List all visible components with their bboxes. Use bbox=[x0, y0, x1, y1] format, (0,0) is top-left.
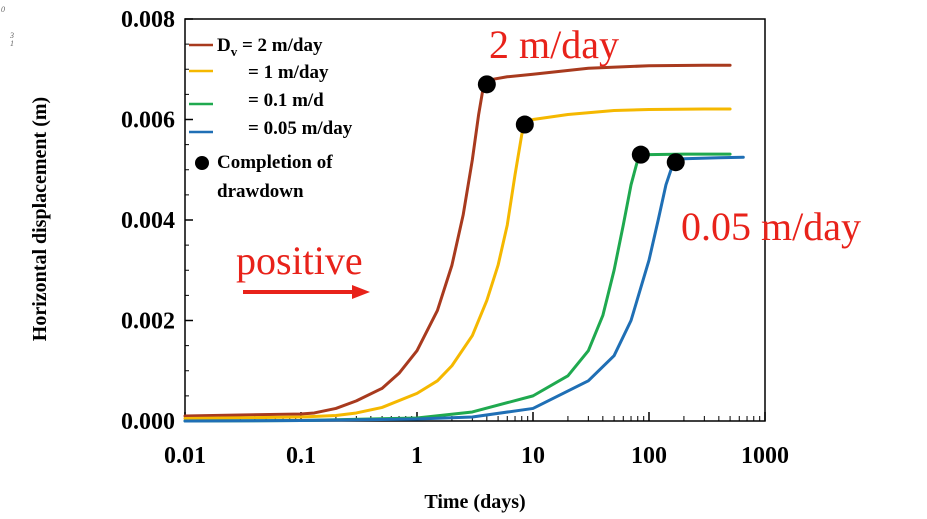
y-tick-label: 0.000 bbox=[121, 409, 175, 435]
y-tick-label: 0.006 bbox=[121, 108, 175, 134]
legend-marker-completion bbox=[195, 156, 209, 170]
legend-label-series-2: = 1 m/day bbox=[248, 62, 329, 83]
legend: Dv = 2 m/day = 1 m/day = 0.1 m/d = 0.05 … bbox=[189, 35, 353, 202]
legend-label-series-3: = 0.1 m/d bbox=[248, 90, 324, 111]
corner-mark-3: 1 bbox=[10, 39, 14, 48]
completion-markers bbox=[477, 75, 685, 172]
completion-point bbox=[631, 145, 650, 164]
legend-label-completion-line-1: Completion of bbox=[217, 152, 333, 173]
x-axis: 0.01 0.1 1 10 100 1000 bbox=[164, 412, 789, 469]
legend-label-completion-line-2: drawdown bbox=[217, 181, 304, 202]
completion-point bbox=[666, 153, 685, 172]
x-tick-label: 100 bbox=[631, 443, 667, 469]
legend-label-series-1: Dv = 2 m/day bbox=[217, 35, 323, 59]
legend-label-series-4: = 0.05 m/day bbox=[248, 118, 353, 139]
legend-label-series-1-sub: v bbox=[231, 44, 238, 59]
corner-mark-1: 0 bbox=[1, 5, 5, 14]
annotation-arrow-right bbox=[243, 285, 370, 299]
x-tick-label: 0.01 bbox=[164, 443, 206, 469]
x-axis-title: Time (days) bbox=[424, 491, 525, 513]
y-axis-title: Horizontal displacement (m) bbox=[29, 97, 51, 341]
series-line-1 bbox=[183, 63, 732, 418]
y-tick-label: 0.008 bbox=[121, 7, 175, 33]
series-line-2 bbox=[183, 107, 732, 420]
x-tick-label: 0.1 bbox=[286, 443, 316, 469]
legend-label-series-1-main: D bbox=[217, 35, 231, 56]
annotation-2-m-day: 2 m/day bbox=[489, 22, 619, 67]
corner-mark-2: 3 bbox=[9, 31, 14, 40]
completion-point bbox=[515, 115, 534, 134]
x-tick-label: 10 bbox=[521, 443, 545, 469]
x-tick-label: 1 bbox=[411, 443, 423, 469]
annotation-0-05-m-day: 0.05 m/day bbox=[681, 204, 861, 249]
completion-point bbox=[477, 75, 496, 94]
corner-marks: 0 3 1 bbox=[1, 5, 14, 48]
annotation-positive: positive bbox=[236, 238, 363, 283]
legend-label-series-1-rest: = 2 m/day bbox=[237, 35, 323, 56]
y-tick-label: 0.004 bbox=[121, 208, 175, 234]
x-tick-label: 1000 bbox=[741, 443, 789, 469]
y-tick-label: 0.002 bbox=[121, 309, 175, 335]
y-axis: 0.000 0.002 0.004 0.006 0.008 bbox=[121, 7, 193, 435]
